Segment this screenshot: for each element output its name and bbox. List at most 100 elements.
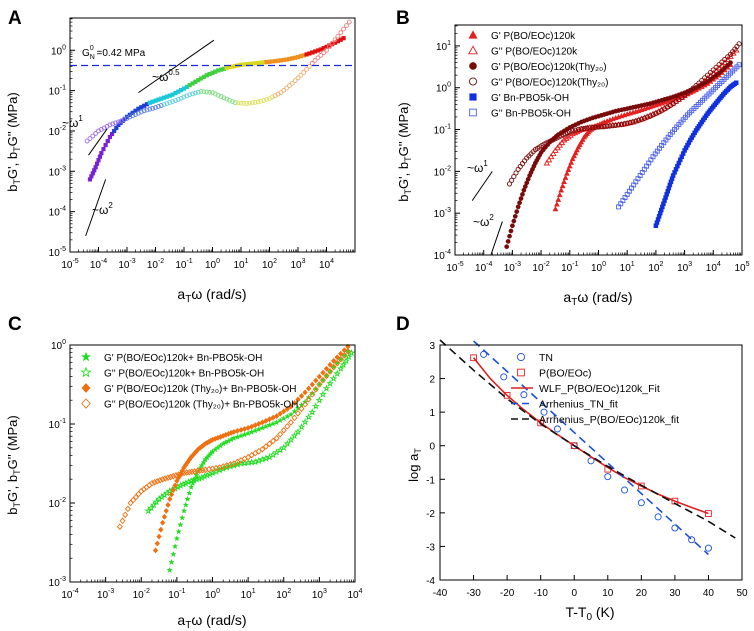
- data-point: [566, 163, 573, 169]
- data-point: [510, 223, 515, 229]
- data-point: [319, 390, 327, 398]
- data-point: [309, 389, 316, 396]
- data-point: [323, 372, 330, 380]
- data-point: [192, 90, 198, 96]
- plot-frame: [439, 344, 743, 581]
- panel-b-legend: G' P(BO/EOc)120k G'' P(BO/EOc)120k G' P(BO…: [468, 30, 608, 120]
- data-point: [312, 386, 319, 393]
- data-point: [101, 147, 106, 152]
- panel-c-ylabel: bTG', bTG'' (MPa): [5, 415, 22, 514]
- data-point: [587, 125, 593, 131]
- data-point: [247, 100, 252, 106]
- x-tick-label: 10-1: [175, 258, 192, 271]
- data-point: [173, 535, 181, 542]
- data-point: [604, 473, 612, 481]
- data-point: [158, 103, 164, 108]
- y-tick-label: 10-2: [434, 165, 451, 178]
- data-point: [344, 348, 351, 355]
- legend-entry: WLF_P(BO/EOc)120k_Fit: [511, 383, 660, 395]
- panel-d-letter: D: [396, 314, 410, 335]
- data-point: [578, 139, 585, 145]
- y-tick-label: 100: [51, 44, 66, 57]
- data-point: [319, 376, 326, 384]
- x-tick-label: 101: [241, 588, 256, 601]
- data-point: [342, 356, 350, 365]
- data-point: [545, 156, 553, 163]
- panel-a-plateau-label: GN0 =0.42 MPa: [82, 45, 146, 61]
- data-point: [93, 165, 98, 170]
- panel-a-axes: 10-5 10-4 10-3 10-2 10-1 100 101 102 103 104 10-5 1…: [49, 17, 356, 271]
- x-tick-label: 10-1: [168, 588, 185, 601]
- legend-label: G' P(BO/EOc)120k: [491, 31, 576, 42]
- fit-line: [473, 340, 709, 556]
- series-g-colour-graded-by-segment-: [84, 19, 352, 144]
- data-point: [584, 125, 590, 131]
- data-point: [172, 472, 179, 479]
- legend-entry: TN: [516, 352, 553, 364]
- data-point: [167, 473, 174, 481]
- legend-entry: G' Bn-PBO5k-OH: [469, 93, 569, 104]
- data-point: [330, 363, 337, 371]
- data-point: [156, 533, 162, 540]
- data-point: [290, 431, 299, 440]
- data-point: [287, 435, 295, 444]
- data-point: [572, 127, 579, 133]
- legend-entry: G' P(BO/EOc)120k: [468, 30, 576, 42]
- data-point: [728, 60, 733, 66]
- legend-label: Arrhenius_P(BO/EOc)120k_fit: [539, 414, 679, 426]
- data-point: [335, 33, 341, 39]
- data-point: [141, 108, 147, 114]
- slope-line-two: [490, 221, 503, 256]
- data-point: [194, 467, 201, 475]
- data-point: [186, 489, 193, 496]
- data-point: [266, 440, 273, 448]
- x-tick-label: 10-3: [97, 588, 114, 601]
- data-point: [346, 19, 352, 25]
- data-point: [191, 468, 198, 475]
- data-point: [119, 517, 126, 525]
- data-point: [252, 427, 259, 434]
- data-point: [298, 72, 304, 78]
- y-tick-label: 10-1: [49, 85, 66, 98]
- data-point: [234, 433, 241, 440]
- series-g-p-bo-eoc-120k-thy20-: [506, 41, 742, 187]
- data-point: [269, 420, 277, 427]
- data-point: [175, 528, 182, 535]
- y-tick-label: 1: [429, 408, 435, 419]
- panel-b-xlabel: aTω (rad/s): [563, 289, 632, 308]
- data-point: [165, 501, 171, 508]
- data-point: [284, 85, 290, 91]
- data-point: [109, 131, 115, 137]
- fit-line: [439, 339, 736, 539]
- data-point: [636, 117, 642, 123]
- data-point: [122, 511, 129, 519]
- y-tick-label: 2: [429, 375, 435, 386]
- data-point: [341, 351, 348, 359]
- data-point: [517, 200, 522, 206]
- y-tick-label: -4: [426, 576, 435, 587]
- data-point: [559, 182, 566, 189]
- data-point: [152, 547, 159, 554]
- x-tick-label: 103: [312, 588, 327, 601]
- data-point: [168, 558, 175, 565]
- series-g-bn-pbo5k-oh: [653, 80, 739, 228]
- data-point: [696, 80, 702, 86]
- panel-a-letter: A: [8, 8, 22, 29]
- data-point: [520, 391, 528, 399]
- panel-b-slope-two: ~ω2: [473, 213, 494, 229]
- series-g-bn-pbo5k-oh: [616, 62, 742, 210]
- data-point: [298, 392, 305, 399]
- panel-d-xlabel: T-T0 (K): [565, 604, 614, 623]
- data-point: [736, 62, 742, 68]
- data-point: [630, 119, 636, 125]
- x-tick-label: -20: [500, 588, 515, 599]
- data-point: [725, 62, 731, 68]
- data-point: [116, 523, 123, 531]
- legend-label: G'' P(BO/EOc)120k+ Bn-PBO5k-OH: [104, 369, 264, 380]
- panel-a-slope-two: ~ω2: [92, 201, 113, 217]
- data-point: [155, 104, 161, 109]
- data-point: [184, 495, 191, 502]
- data-point: [302, 389, 308, 396]
- data-point: [323, 365, 330, 372]
- data-point: [304, 67, 309, 72]
